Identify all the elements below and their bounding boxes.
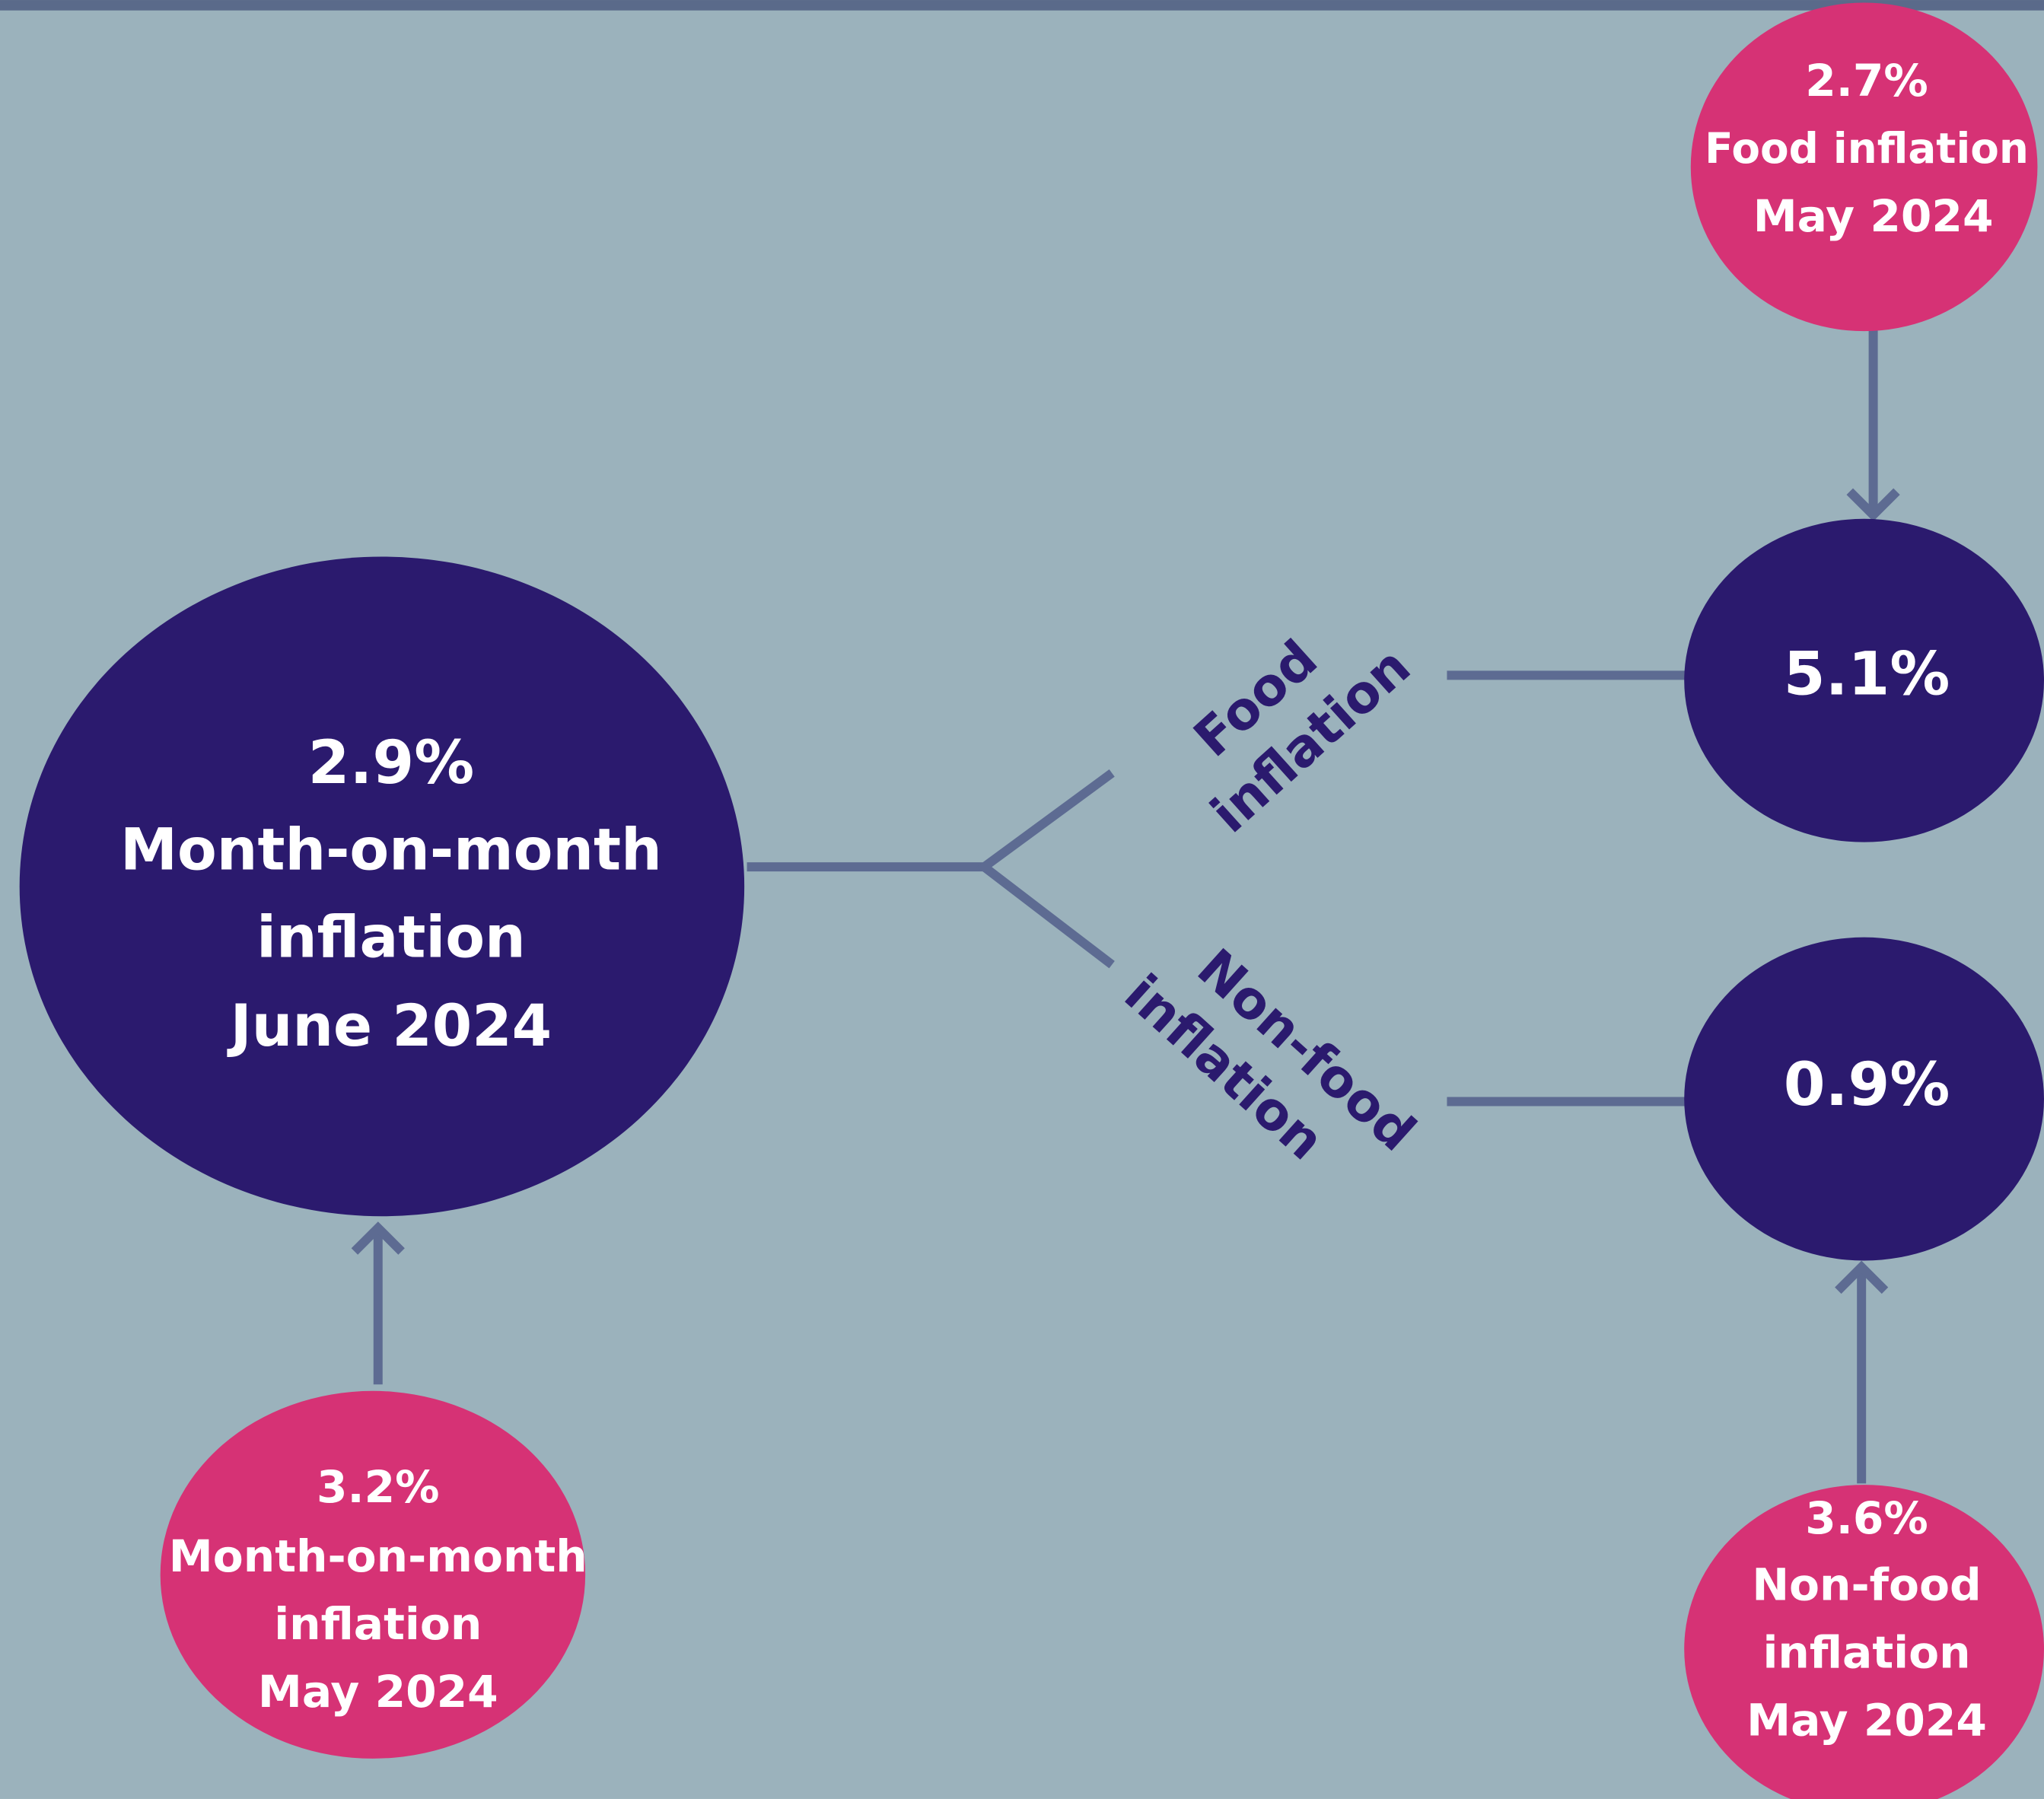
- node-value: 5.1%: [1784, 638, 1950, 708]
- node-circle: [19, 556, 745, 1217]
- node-label: Month-on-month: [120, 817, 662, 884]
- node-label: May 2024: [1746, 1695, 1987, 1746]
- node-label: Non-food: [1752, 1559, 1981, 1611]
- node-label: May 2024: [1753, 190, 1994, 242]
- node-circle: [1690, 2, 2038, 332]
- top-band: [0, 0, 2044, 11]
- branch-fork: [976, 769, 1115, 969]
- node-value: 0.9%: [1784, 1049, 1950, 1119]
- node-label: inflation: [274, 1598, 482, 1650]
- node-value: 3.6%: [1805, 1492, 1928, 1544]
- node-label: inflation: [256, 903, 525, 970]
- node-value: 2.9%: [308, 728, 474, 798]
- connectors: [351, 330, 1900, 1484]
- node-label: May 2024: [258, 1666, 498, 1718]
- node-label: inflation: [1762, 1627, 1970, 1679]
- node-circle: [160, 1390, 586, 1759]
- node-value: 3.2%: [317, 1461, 440, 1513]
- arrow-head: [1835, 1260, 1889, 1294]
- arrow-head: [351, 1221, 405, 1255]
- node-label: June 2024: [227, 992, 552, 1059]
- node-label: Food inflation: [1705, 124, 2029, 173]
- node-circle: [1684, 1485, 2044, 1799]
- node-circle: [1684, 518, 2044, 842]
- node-circle: [1684, 937, 2044, 1261]
- node-value: 2.7%: [1805, 55, 1928, 107]
- arrow-head: [1846, 488, 1900, 522]
- node-label: Month-on-month: [169, 1530, 587, 1582]
